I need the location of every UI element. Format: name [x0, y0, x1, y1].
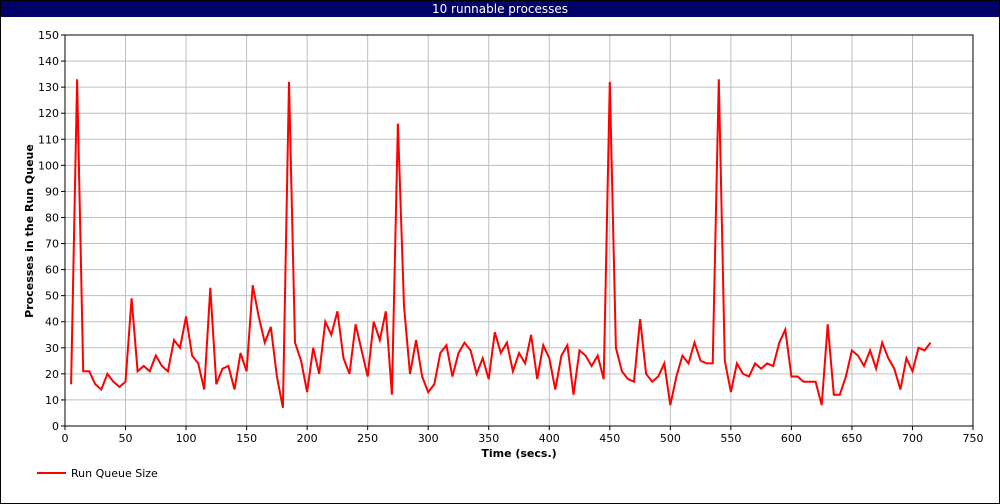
- x-tick-label: 450: [599, 432, 620, 445]
- y-tick-label: 150: [38, 29, 59, 42]
- y-tick-label: 140: [38, 55, 59, 68]
- x-tick-label: 250: [357, 432, 378, 445]
- y-tick-label: 10: [45, 394, 59, 407]
- y-tick-label: 130: [38, 81, 59, 94]
- y-tick-label: 80: [45, 211, 59, 224]
- x-tick-label: 300: [418, 432, 439, 445]
- x-axis-ticks: 0 50 100 150 200 250 300 350 400 450 500 550 600 650 7…: [62, 426, 984, 445]
- x-tick-label: 700: [902, 432, 923, 445]
- y-tick-label: 40: [45, 316, 59, 329]
- y-axis-ticks: 0 10 20 30 40 50 60 70 80 90 100 110 120 130 140 150: [38, 29, 65, 433]
- x-tick-label: 500: [660, 432, 681, 445]
- legend: Run Queue Size: [37, 467, 158, 480]
- x-tick-label: 400: [539, 432, 560, 445]
- y-tick-label: 110: [38, 133, 59, 146]
- y-tick-label: 50: [45, 290, 59, 303]
- x-tick-label: 600: [781, 432, 802, 445]
- y-axis-label: Processes in the Run Queue: [23, 144, 36, 318]
- x-tick-label: 750: [963, 432, 984, 445]
- x-axis-label: Time (secs.): [481, 447, 556, 460]
- chart-title: 10 runnable processes: [1, 1, 999, 17]
- series-line-run-queue-size: [70, 79, 932, 408]
- x-tick-label: 150: [236, 432, 257, 445]
- plot-area: [64, 34, 974, 427]
- x-tick-label: 350: [478, 432, 499, 445]
- y-tick-label: 90: [45, 185, 59, 198]
- y-tick-label: 60: [45, 264, 59, 277]
- x-tick-label: 550: [720, 432, 741, 445]
- x-tick-label: 650: [841, 432, 862, 445]
- y-tick-label: 0: [52, 420, 59, 433]
- series-layer: [70, 79, 932, 408]
- y-tick-label: 120: [38, 107, 59, 120]
- x-tick-label: 200: [297, 432, 318, 445]
- y-tick-label: 70: [45, 238, 59, 251]
- y-tick-label: 20: [45, 368, 59, 381]
- y-tick-label: 30: [45, 342, 59, 355]
- y-tick-label: 100: [38, 159, 59, 172]
- grid-lines: [64, 34, 974, 427]
- legend-label: Run Queue Size: [71, 467, 158, 480]
- x-tick-label: 0: [62, 432, 69, 445]
- x-tick-label: 50: [119, 432, 133, 445]
- x-tick-label: 100: [176, 432, 197, 445]
